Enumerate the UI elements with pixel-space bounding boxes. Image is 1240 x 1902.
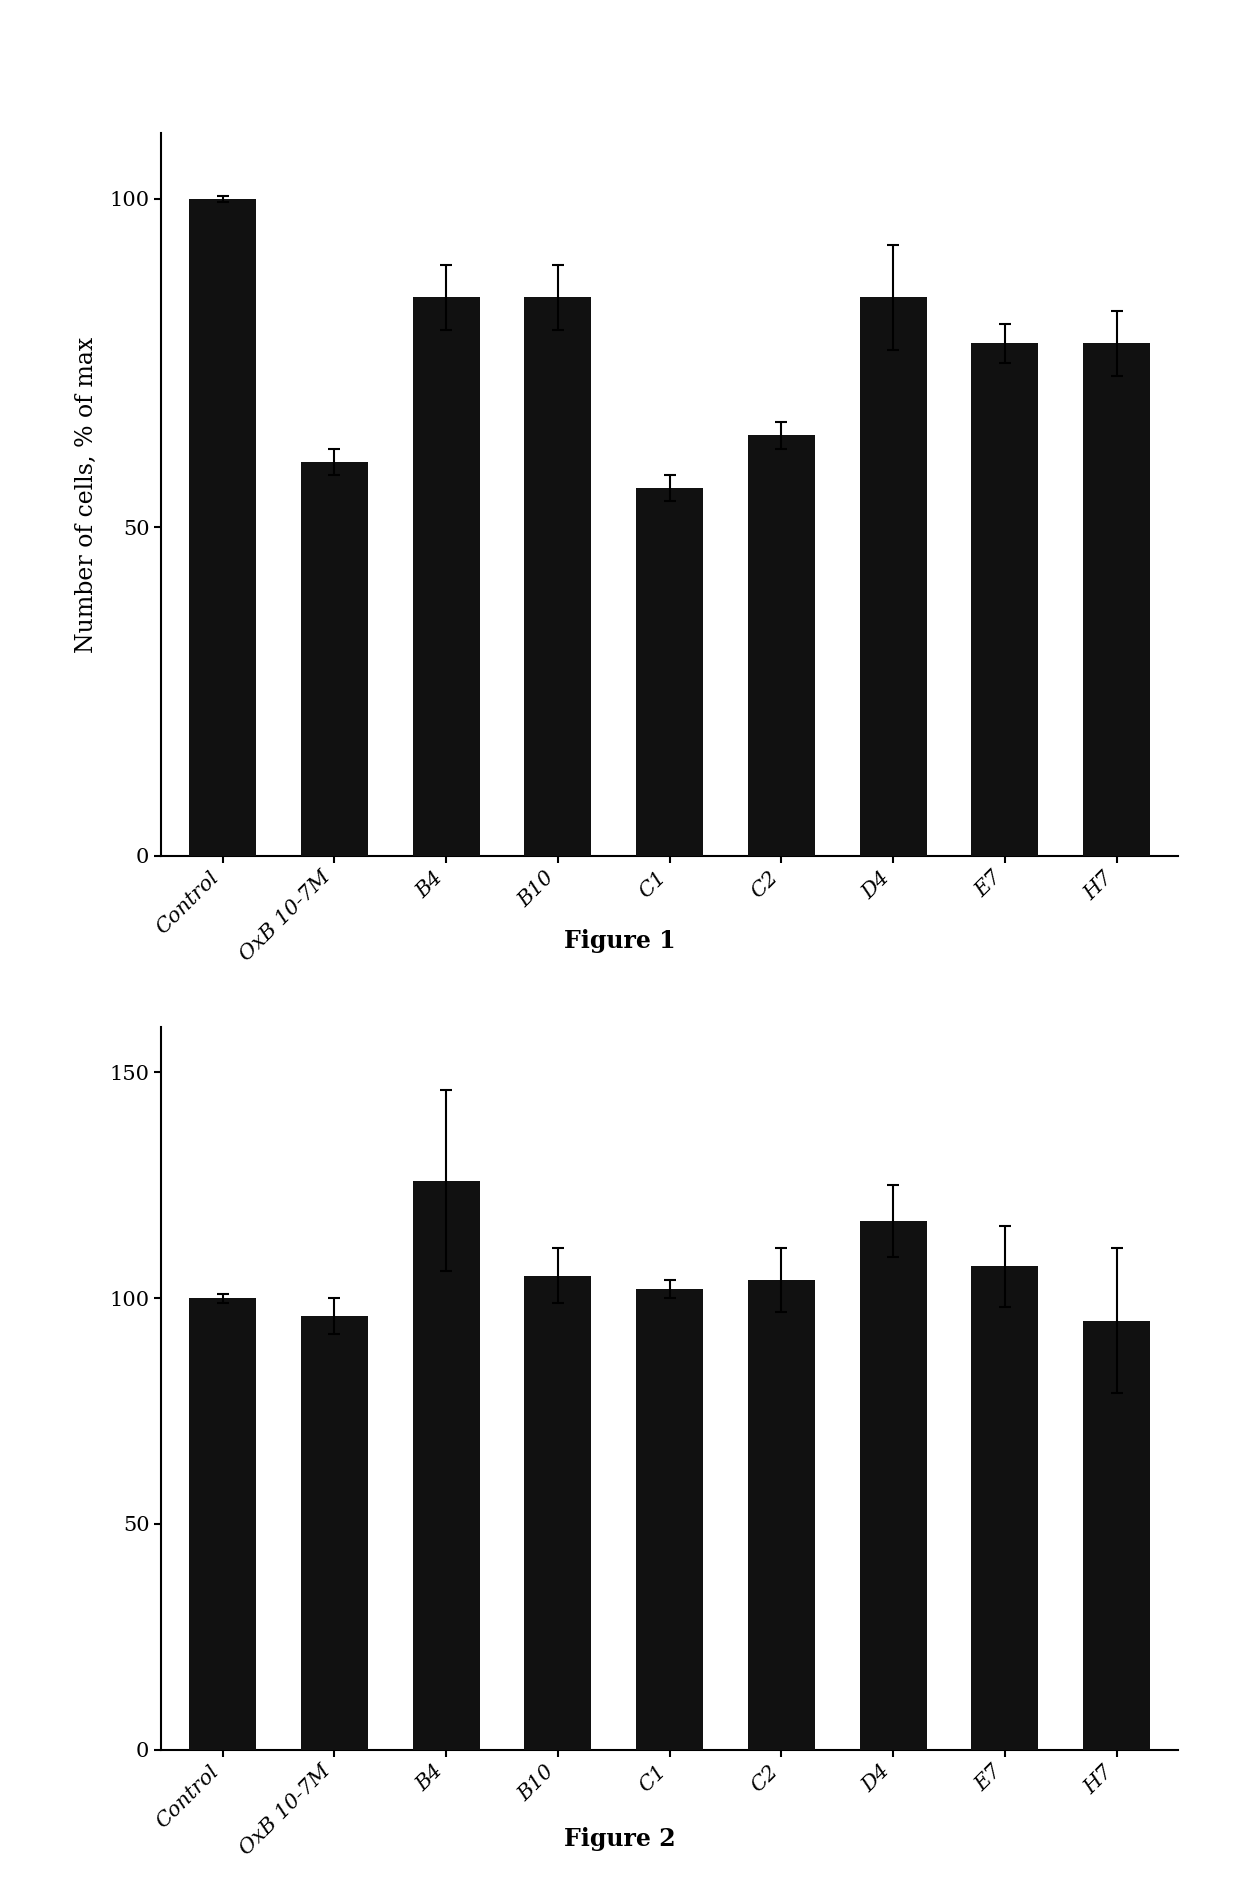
Bar [636, 489, 703, 856]
Bar [859, 297, 926, 856]
Text: Figure 1: Figure 1 [564, 930, 676, 953]
Bar [971, 1267, 1038, 1750]
Bar [748, 1280, 815, 1750]
Y-axis label: Number of cells, % of max: Number of cells, % of max [76, 337, 98, 652]
Bar [413, 297, 480, 856]
Text: Figure 2: Figure 2 [564, 1828, 676, 1851]
Bar [859, 1221, 926, 1750]
Bar [1083, 1320, 1149, 1750]
Bar [301, 462, 368, 856]
Bar [190, 200, 257, 856]
Bar [301, 1316, 368, 1750]
Bar [971, 344, 1038, 856]
Bar [748, 436, 815, 856]
Bar [525, 1276, 591, 1750]
Bar [190, 1297, 257, 1750]
Bar [413, 1181, 480, 1750]
Bar [525, 297, 591, 856]
Bar [636, 1290, 703, 1750]
Bar [1083, 344, 1149, 856]
